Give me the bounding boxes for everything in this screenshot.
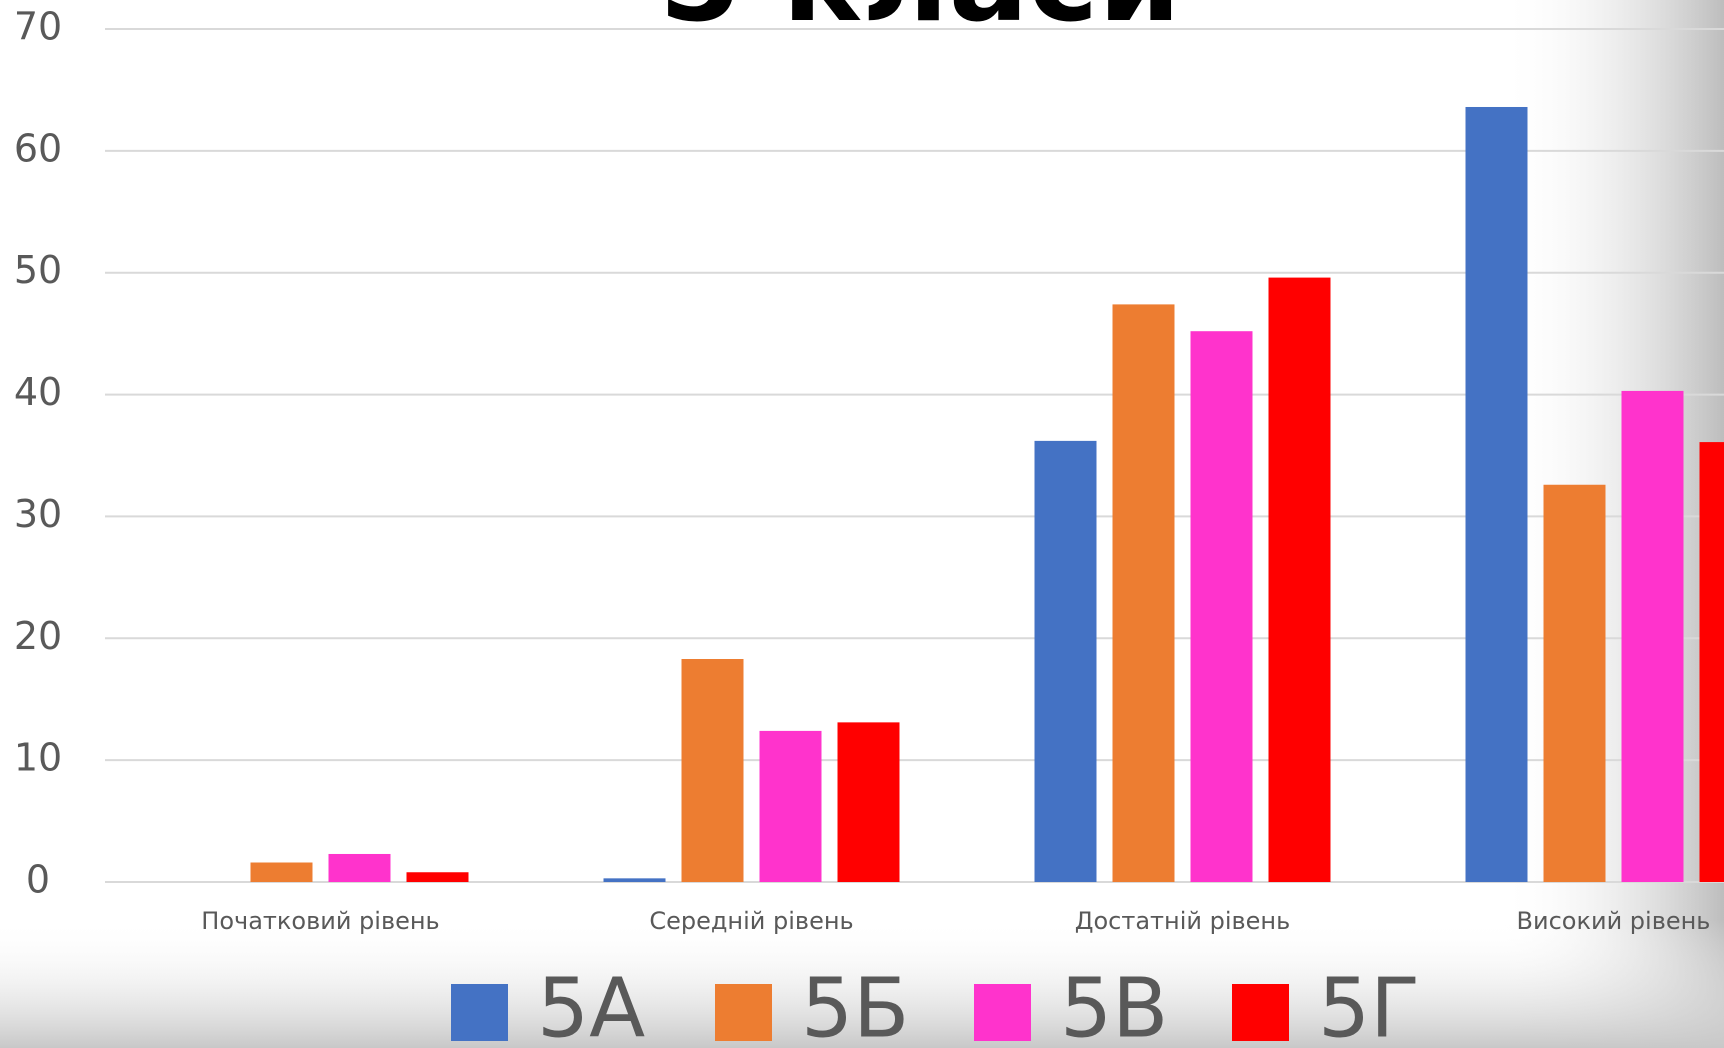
legend-label: 5Б <box>801 961 909 1048</box>
x-tick-label: Середній рівень <box>649 907 853 935</box>
legend-label: 5В <box>1060 961 1168 1048</box>
background-texture <box>1500 0 1724 1048</box>
bar <box>1465 106 1528 882</box>
y-tick-label: 30 <box>14 492 62 536</box>
legend-swatch <box>715 984 772 1041</box>
legend-swatch <box>974 984 1031 1041</box>
y-tick-label: 60 <box>14 126 62 170</box>
legend-label: 5Г <box>1318 961 1420 1048</box>
legend-swatch <box>1232 984 1289 1041</box>
bar <box>250 862 313 882</box>
bar <box>837 722 900 882</box>
y-tick-label: 70 <box>14 5 62 49</box>
bar <box>1034 440 1097 882</box>
y-tick-label: 20 <box>14 614 62 658</box>
bar <box>603 878 666 882</box>
bar <box>328 853 391 882</box>
background-texture <box>0 920 1724 1048</box>
bar <box>1699 442 1724 882</box>
bar <box>681 659 744 882</box>
y-tick-label: 40 <box>14 370 62 414</box>
y-tick-label: 0 <box>26 858 50 902</box>
legend-label: 5А <box>537 961 645 1048</box>
bar <box>1268 277 1331 882</box>
x-tick-label: Початковий рівень <box>201 907 439 935</box>
legend-swatch <box>451 984 508 1041</box>
x-tick-label: Достатній рівень <box>1075 907 1291 935</box>
y-tick-label: 10 <box>14 736 62 780</box>
bar <box>1621 390 1684 882</box>
y-tick-label: 50 <box>14 248 62 292</box>
bar <box>1543 484 1606 882</box>
bar <box>759 730 822 882</box>
bar <box>406 872 469 882</box>
bar <box>1190 331 1253 883</box>
chart-title: 5 класи <box>659 0 1181 48</box>
bar <box>1112 304 1175 882</box>
x-tick-label: Високий рівень <box>1517 907 1711 935</box>
